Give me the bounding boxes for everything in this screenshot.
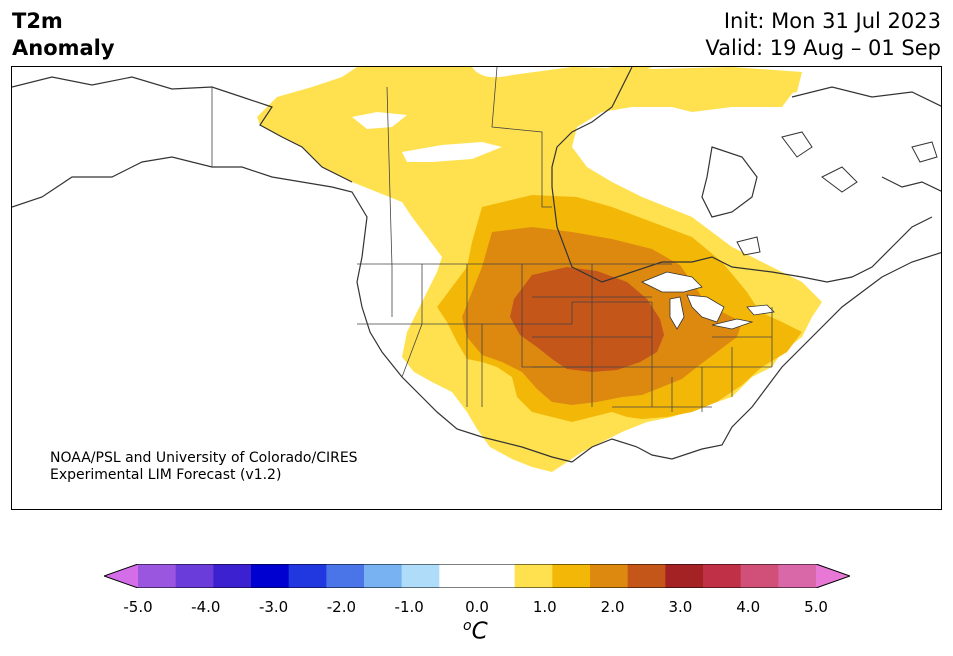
great-lakes [641, 271, 775, 330]
colorbar-tick-label: -3.0 [258, 598, 289, 616]
colorbar-tick-label: 0.0 [465, 598, 489, 616]
title-variable: T2m [12, 9, 63, 33]
anomaly-region-2.0 [510, 267, 664, 372]
colorbar-tick-label: 5.0 [804, 598, 828, 616]
title-anomaly: Anomaly [12, 36, 115, 60]
credit-line-1: NOAA/PSL and University of Colorado/CIRE… [50, 450, 358, 466]
colorbar-swatch [326, 564, 365, 588]
white-hole-north [352, 112, 594, 252]
colorbar-swatch [288, 564, 327, 588]
colorbar-swatch [778, 564, 817, 588]
colorbar-swatch [477, 564, 516, 588]
colorbar-swatch [175, 564, 214, 588]
credit-line-2: Experimental LIM Forecast (v1.2) [50, 467, 282, 483]
colorbar-tick-label: 3.0 [668, 598, 693, 616]
islands [736, 131, 938, 256]
colorbar-tick-label: 4.0 [736, 598, 761, 616]
anomaly-map [12, 67, 941, 472]
colorbar-swatch [364, 564, 403, 588]
colorbar-swatch [552, 564, 591, 588]
colorbar-unit: oC [463, 618, 488, 645]
colorbar-swatch [401, 564, 440, 588]
unit-letter: C [471, 618, 488, 645]
colorbar-tick-label: -4.0 [191, 598, 221, 616]
colorbar-swatch [740, 564, 779, 588]
colorbar-tick-label: -5.0 [123, 598, 153, 616]
init-date: Init: Mon 31 Jul 2023 [723, 9, 941, 33]
unit-degree: o [463, 618, 472, 634]
colorbar-swatch [703, 564, 742, 588]
map-panel: NOAA/PSL and University of Colorado/CIRE… [11, 66, 942, 510]
colorbar-tick-label: -2.0 [326, 598, 357, 616]
colorbar-swatch [514, 564, 553, 588]
colorbar-swatch [590, 564, 629, 588]
colorbar-swatch [665, 564, 704, 588]
valid-date: Valid: 19 Aug – 01 Sep [705, 36, 941, 60]
colorbar-extend-low [104, 564, 138, 588]
forecast-dates: Init: Mon 31 Jul 2023 Valid: 19 Aug – 01… [705, 8, 941, 62]
colorbar [104, 564, 850, 588]
map-title: T2m Anomaly [12, 8, 115, 62]
colorbar-swatch [213, 564, 252, 588]
colorbar-swatch [439, 564, 478, 588]
anomaly-region-arctic [582, 67, 802, 97]
colorbar-swatch [627, 564, 666, 588]
colorbar-swatch [251, 564, 290, 588]
colorbar-swatch [138, 564, 177, 588]
colorbar-tick-label: -1.0 [394, 598, 424, 616]
colorbar-tick-label: 1.0 [532, 598, 557, 616]
admin-boundaries [211, 67, 773, 412]
colorbar-ticks: -5.0 -4.0 -3.0 -2.0 -1.0 0.0 1.0 2.0 3.0 4.0 5.0 [0, 598, 953, 618]
colorbar-extend-high [816, 564, 850, 588]
credit-text: NOAA/PSL and University of Colorado/CIRE… [50, 450, 358, 484]
colorbar-tick-label: 2.0 [600, 598, 625, 616]
